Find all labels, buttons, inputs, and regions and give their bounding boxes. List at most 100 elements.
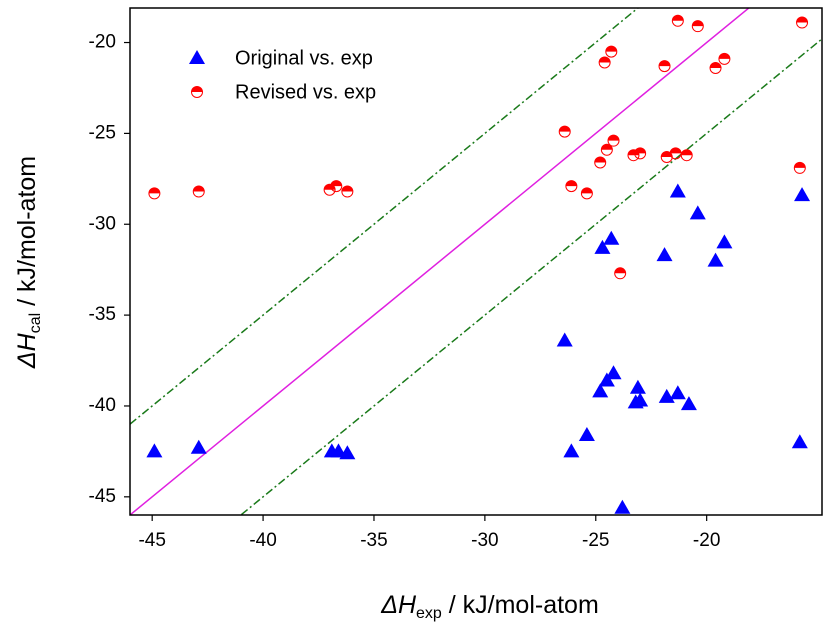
- y-tick-label: -30: [89, 213, 116, 234]
- outline: [718, 52, 731, 65]
- outline: [793, 161, 806, 174]
- outline: [607, 134, 620, 147]
- triangle-point: [791, 434, 808, 449]
- triangle-point: [669, 385, 686, 400]
- triangle-point: [629, 379, 646, 394]
- half-circle-point: [634, 147, 647, 160]
- half-circle-point: [148, 187, 161, 200]
- half-circle-point: [580, 187, 593, 200]
- upper-half: [601, 144, 613, 150]
- upper-half: [681, 149, 693, 156]
- outline: [658, 60, 671, 73]
- half-circle-point: [680, 149, 693, 162]
- half-circle-point: [605, 45, 618, 58]
- half-circle-point: [600, 143, 613, 156]
- legend-label: Revised vs. exp: [235, 81, 376, 103]
- upper-half: [710, 62, 722, 68]
- triangle-point: [190, 439, 207, 454]
- outline: [600, 143, 613, 156]
- half-circle-point: [341, 185, 354, 198]
- outline: [148, 187, 161, 200]
- upper-half: [594, 156, 606, 163]
- outline: [558, 125, 571, 138]
- triangle-point: [339, 445, 356, 460]
- upper-half: [148, 187, 160, 194]
- upper-half: [692, 20, 704, 27]
- triangle-point: [146, 443, 163, 458]
- triangle-point: [680, 396, 697, 411]
- upper-half: [661, 151, 673, 158]
- triangle-point: [794, 187, 811, 202]
- y-tick-label: -35: [89, 304, 116, 325]
- y-label-rest: / kJ/mol-atom: [13, 156, 41, 313]
- y-axis-label: ΔHcal / kJ/mol-atom: [13, 156, 45, 369]
- half-circle-point: [558, 125, 571, 138]
- plot-frame: [129, 7, 823, 516]
- y-label-symbol: ΔH: [13, 332, 41, 369]
- triangle-point: [592, 383, 609, 398]
- half-circle-point: [565, 180, 578, 193]
- triangle-point: [603, 230, 620, 245]
- reference-line: [239, 38, 822, 515]
- half-circle-point: [793, 161, 806, 174]
- half-circle-point: [796, 16, 809, 29]
- outline: [565, 180, 578, 193]
- outline: [605, 45, 618, 58]
- x-tick-label: -30: [471, 530, 498, 551]
- triangle-point: [658, 388, 675, 403]
- upper-half: [794, 162, 806, 168]
- outline: [796, 16, 809, 29]
- triangle-point: [594, 239, 611, 254]
- upper-half: [193, 186, 205, 192]
- upper-half: [605, 46, 617, 52]
- half-circle-point: [191, 86, 203, 98]
- half-circle-point: [614, 267, 627, 280]
- upper-half: [659, 60, 671, 67]
- outline: [660, 151, 673, 164]
- half-circle-point: [709, 61, 722, 74]
- reference-lines: [130, 8, 822, 515]
- half-circle-point: [660, 151, 673, 164]
- x-label-rest: / kJ/mol-atom: [442, 591, 599, 619]
- x-label-symbol: ΔH: [380, 591, 417, 619]
- y-tick-label: -20: [89, 32, 116, 53]
- half-circle-point: [607, 134, 620, 147]
- triangle-point: [605, 365, 622, 380]
- x-tick-label: -25: [582, 530, 609, 551]
- upper-half: [559, 126, 571, 132]
- upper-half: [191, 86, 203, 92]
- upper-half: [581, 187, 593, 194]
- outline: [330, 180, 343, 193]
- outline: [634, 147, 647, 160]
- outline: [598, 56, 611, 69]
- half-circle-point: [718, 52, 731, 65]
- points: [146, 14, 811, 514]
- outline: [680, 149, 693, 162]
- half-circle-point: [658, 60, 671, 73]
- y-tick-label: -45: [89, 486, 116, 507]
- upper-half: [614, 267, 626, 274]
- half-circle-point: [671, 14, 684, 27]
- outline: [323, 183, 336, 196]
- y-tick-label: -25: [89, 122, 116, 143]
- upper-half: [608, 135, 620, 141]
- x-label-sub: exp: [416, 605, 442, 622]
- half-circle-point: [330, 180, 343, 193]
- triangle-point: [563, 443, 580, 458]
- x-tick-label: -20: [693, 530, 720, 551]
- outline: [191, 86, 203, 98]
- outline: [614, 267, 627, 280]
- half-circle-point: [192, 185, 205, 198]
- x-axis-label: ΔHexp / kJ/mol-atom: [380, 591, 599, 623]
- triangle-point: [669, 183, 686, 198]
- outline: [671, 14, 684, 27]
- upper-half: [672, 15, 684, 21]
- upper-half: [599, 57, 611, 63]
- triangle-point: [556, 332, 573, 347]
- upper-half: [330, 180, 342, 187]
- triangle-point: [716, 234, 733, 249]
- legend-label: Original vs. exp: [235, 47, 373, 69]
- outline: [691, 20, 704, 33]
- reference-line: [130, 8, 750, 515]
